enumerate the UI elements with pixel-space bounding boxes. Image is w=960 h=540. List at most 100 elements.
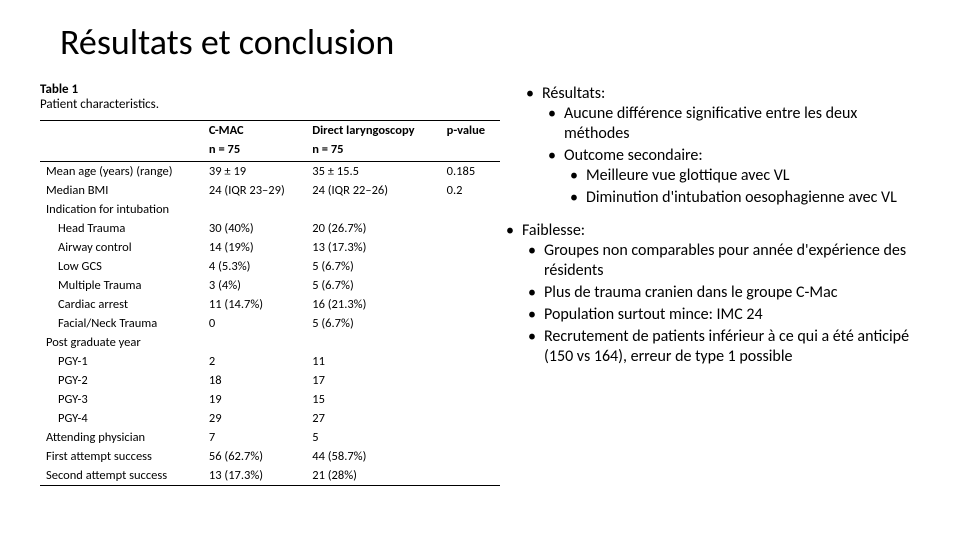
nrow-p xyxy=(441,140,500,162)
nrow-blank xyxy=(40,140,203,162)
table-row: Low GCS4 (5.3%)5 (6.7%) xyxy=(40,257,500,276)
row-dl xyxy=(306,200,440,219)
table-row: Indication for intubation xyxy=(40,200,500,219)
row-dl: 5 (6.7%) xyxy=(306,257,440,276)
row-cmac: 2 xyxy=(203,352,306,371)
table-subcaption: Patient characteristics. xyxy=(40,97,500,112)
bullet-outcome-title: Outcome secondaire: xyxy=(564,146,703,165)
row-pvalue xyxy=(441,466,500,486)
row-cmac: 19 xyxy=(203,390,306,409)
row-dl: 17 xyxy=(306,371,440,390)
row-cmac: 18 xyxy=(203,371,306,390)
table-row: Cardiac arrest11 (14.7%)16 (21.3%) xyxy=(40,295,500,314)
row-pvalue xyxy=(441,409,500,428)
row-pvalue: 0.2 xyxy=(441,181,500,200)
row-cmac xyxy=(203,200,306,219)
table-row: Head Trauma30 (40%)20 (26.7%) xyxy=(40,219,500,238)
bullet-outcome-2: Diminution d'intubation oesophagienne av… xyxy=(564,188,920,208)
row-label: Facial/Neck Trauma xyxy=(40,314,203,333)
table-row: PGY-42927 xyxy=(40,409,500,428)
row-dl: 5 (6.7%) xyxy=(306,314,440,333)
row-pvalue xyxy=(441,371,500,390)
row-label: Airway control xyxy=(40,238,203,257)
bullet-weak-1: Groupes non comparables pour année d'exp… xyxy=(522,241,920,281)
table-row: PGY-31915 xyxy=(40,390,500,409)
table-row: PGY-21817 xyxy=(40,371,500,390)
row-pvalue xyxy=(441,238,500,257)
bullet-outcome-1: Meilleure vue glottique avec VL xyxy=(564,166,920,186)
row-label: Second attempt success xyxy=(40,466,203,486)
table-row: PGY-1211 xyxy=(40,352,500,371)
row-dl: 5 (6.7%) xyxy=(306,276,440,295)
row-dl: 21 (28%) xyxy=(306,466,440,486)
row-label: Median BMI xyxy=(40,181,203,200)
row-cmac xyxy=(203,333,306,352)
row-cmac: 14 (19%) xyxy=(203,238,306,257)
row-label: PGY-2 xyxy=(40,371,203,390)
bullet-results-1: Aucune différence significative entre le… xyxy=(542,104,920,144)
row-dl: 11 xyxy=(306,352,440,371)
row-pvalue xyxy=(441,352,500,371)
row-cmac: 30 (40%) xyxy=(203,219,306,238)
row-label: PGY-4 xyxy=(40,409,203,428)
row-dl: 44 (58.7%) xyxy=(306,447,440,466)
row-label: PGY-3 xyxy=(40,390,203,409)
row-pvalue xyxy=(441,276,500,295)
row-cmac: 7 xyxy=(203,428,306,447)
row-pvalue xyxy=(441,390,500,409)
nrow-dl: n = 75 xyxy=(306,140,440,162)
patient-characteristics-table: C-MAC Direct laryngoscopy p-value n = 75… xyxy=(40,120,500,486)
row-label: Indication for intubation xyxy=(40,200,203,219)
row-dl: 35 ± 15.5 xyxy=(306,162,440,182)
table-row: Mean age (years) (range)39 ± 1935 ± 15.5… xyxy=(40,162,500,182)
table-row: Attending physician75 xyxy=(40,428,500,447)
slide-title: Résultats et conclusion xyxy=(60,20,920,64)
row-dl: 20 (26.7%) xyxy=(306,219,440,238)
bullets-panel: Résultats: Aucune différence significati… xyxy=(520,82,920,486)
bullet-weak-4: Recrutement de patients inférieur à ce q… xyxy=(522,327,920,367)
row-label: Head Trauma xyxy=(40,219,203,238)
table-caption: Table 1 xyxy=(40,82,500,97)
row-label: Multiple Trauma xyxy=(40,276,203,295)
table-row: Multiple Trauma3 (4%)5 (6.7%) xyxy=(40,276,500,295)
row-label: PGY-1 xyxy=(40,352,203,371)
table-row: First attempt success56 (62.7%)44 (58.7%… xyxy=(40,447,500,466)
row-label: First attempt success xyxy=(40,447,203,466)
row-dl: 5 xyxy=(306,428,440,447)
row-label: Mean age (years) (range) xyxy=(40,162,203,182)
row-cmac: 11 (14.7%) xyxy=(203,295,306,314)
row-pvalue xyxy=(441,428,500,447)
row-cmac: 4 (5.3%) xyxy=(203,257,306,276)
bullet-results-2: Outcome secondaire: Meilleure vue glotti… xyxy=(542,146,920,208)
row-pvalue xyxy=(441,219,500,238)
table-row: Median BMI24 (IQR 23–29)24 (IQR 22–26)0.… xyxy=(40,181,500,200)
table-row: Second attempt success13 (17.3%)21 (28%) xyxy=(40,466,500,486)
row-dl: 15 xyxy=(306,390,440,409)
row-cmac: 3 (4%) xyxy=(203,276,306,295)
bullet-weakness: Faiblesse: Groupes non comparables pour … xyxy=(500,221,920,367)
slide: Résultats et conclusion Table 1 Patient … xyxy=(0,0,960,540)
row-label: Cardiac arrest xyxy=(40,295,203,314)
table-panel: Table 1 Patient characteristics. C-MAC D… xyxy=(40,82,500,486)
row-pvalue xyxy=(441,295,500,314)
bullet-results: Résultats: Aucune différence significati… xyxy=(520,84,920,208)
row-dl: 24 (IQR 22–26) xyxy=(306,181,440,200)
row-pvalue xyxy=(441,447,500,466)
row-pvalue xyxy=(441,333,500,352)
row-pvalue: 0.185 xyxy=(441,162,500,182)
row-label: Post graduate year xyxy=(40,333,203,352)
row-cmac: 0 xyxy=(203,314,306,333)
nrow-cmac: n = 75 xyxy=(203,140,306,162)
table-row: Post graduate year xyxy=(40,333,500,352)
row-pvalue xyxy=(441,314,500,333)
row-dl: 27 xyxy=(306,409,440,428)
row-cmac: 29 xyxy=(203,409,306,428)
col-cmac: C-MAC xyxy=(203,121,306,141)
bullet-weak-3: Population surtout mince: IMC 24 xyxy=(522,305,920,325)
table-row: Facial/Neck Trauma05 (6.7%) xyxy=(40,314,500,333)
col-dl: Direct laryngoscopy xyxy=(306,121,440,141)
bullet-weakness-title: Faiblesse: xyxy=(522,221,585,240)
row-pvalue xyxy=(441,257,500,276)
row-dl: 13 (17.3%) xyxy=(306,238,440,257)
col-blank xyxy=(40,121,203,141)
